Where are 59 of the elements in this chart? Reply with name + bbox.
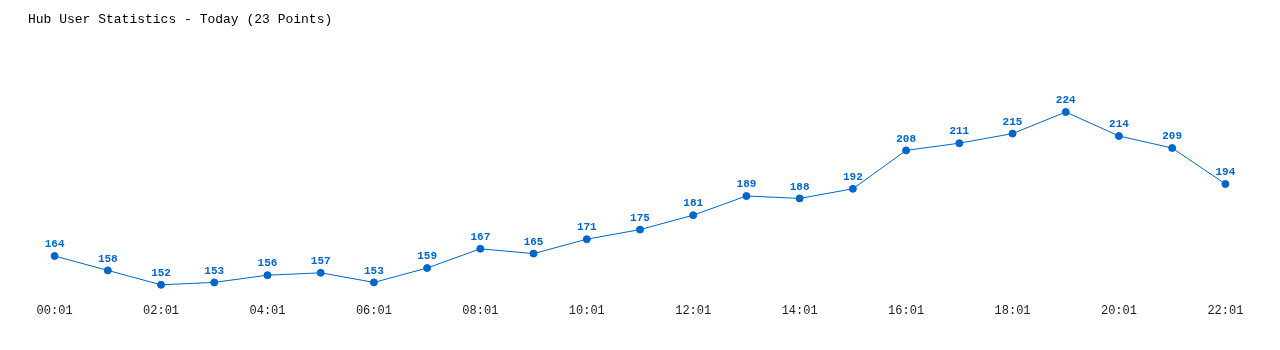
point — [103, 266, 112, 275]
x-tick-label: 16:01 — [888, 303, 925, 318]
point — [1061, 108, 1070, 116]
data-label: 171 — [576, 221, 598, 234]
point — [316, 268, 325, 277]
point — [157, 280, 166, 289]
x-tick-label: 10:01 — [568, 303, 605, 318]
chart-title: Hub User Statistics - Today (23 Points) — [28, 12, 333, 28]
data-label: 157 — [310, 255, 331, 268]
point — [795, 194, 804, 203]
data-label: 165 — [523, 235, 544, 248]
point — [50, 252, 59, 260]
point — [263, 271, 272, 280]
point — [1168, 144, 1177, 152]
x-tick-label: 12:01 — [675, 303, 712, 318]
data-label: 189 — [736, 178, 757, 191]
x-tick-label: 04:01 — [249, 303, 286, 318]
x-tick-label: 08:01 — [462, 303, 499, 318]
data-label: 188 — [789, 180, 810, 193]
x-tick-label: 18:01 — [994, 303, 1031, 318]
point — [369, 278, 378, 287]
x-tick-label: 22:01 — [1207, 303, 1244, 318]
data-label: 152 — [151, 267, 171, 280]
point — [902, 146, 911, 155]
x-tick-label: 14:01 — [781, 303, 818, 318]
point — [582, 235, 591, 244]
data-label: 192 — [842, 171, 863, 184]
point — [689, 211, 698, 220]
data-label: 153 — [364, 264, 385, 277]
x-tick-label: 02:01 — [143, 303, 180, 318]
point — [210, 278, 219, 287]
data-label: 211 — [949, 125, 970, 138]
data-label: 156 — [257, 257, 278, 270]
data-label: 181 — [683, 197, 704, 210]
data-label: 214 — [1109, 118, 1130, 131]
point — [742, 192, 751, 200]
data-label: 194 — [1215, 166, 1236, 179]
x-tick-label: 06:01 — [355, 303, 392, 318]
data-label: 224 — [1055, 94, 1077, 107]
point — [955, 139, 964, 148]
x-tick-label: 00:01 — [36, 303, 73, 318]
point — [1114, 132, 1123, 140]
data-label: 158 — [97, 252, 119, 265]
point — [1221, 180, 1230, 188]
data-label: 208 — [896, 132, 917, 145]
data-label: 164 — [44, 238, 65, 251]
data-label: 209 — [1162, 130, 1183, 143]
point — [636, 225, 644, 234]
x-tick-label: 20:01 — [1100, 303, 1137, 318]
data-label: 167 — [470, 231, 491, 244]
point — [848, 184, 857, 193]
data-label: 215 — [1002, 115, 1023, 128]
data-label: 153 — [204, 264, 225, 277]
point — [476, 244, 485, 253]
point — [529, 249, 538, 258]
data-label: 175 — [630, 211, 651, 224]
data-label: 159 — [417, 250, 438, 263]
point — [1008, 129, 1017, 138]
point — [423, 264, 432, 272]
